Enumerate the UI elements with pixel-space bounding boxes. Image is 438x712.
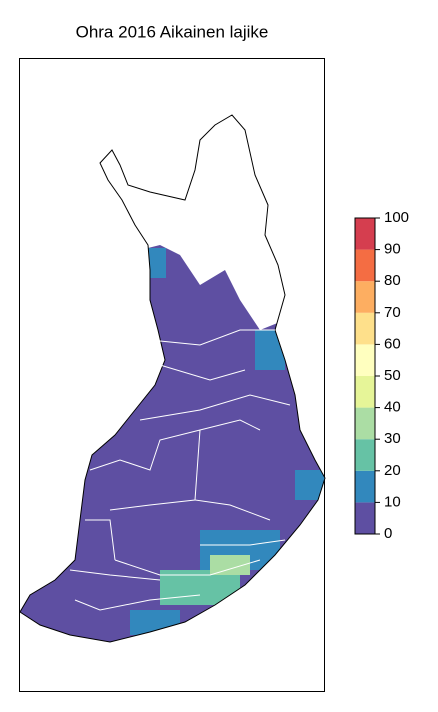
colorbar-tick-label: 0 bbox=[384, 525, 392, 542]
colorbar-segment bbox=[355, 376, 375, 408]
raster-patch bbox=[295, 470, 325, 500]
colorbar-segment bbox=[355, 470, 375, 503]
raster-patch bbox=[210, 555, 250, 575]
raster-patch bbox=[130, 610, 180, 635]
colorbar-tick-label: 30 bbox=[384, 430, 401, 447]
colorbar-segment bbox=[355, 439, 375, 471]
colorbar-segment bbox=[355, 312, 375, 345]
colorbar-tick-label: 80 bbox=[384, 272, 401, 289]
colorbar-tick-label: 10 bbox=[384, 493, 401, 510]
raster-patch bbox=[255, 330, 285, 370]
colorbar-tick-label: 90 bbox=[384, 241, 401, 258]
colorbar-tick-label: 100 bbox=[384, 209, 409, 226]
colorbar-tick-label: 60 bbox=[384, 335, 401, 352]
colorbar-segment bbox=[355, 502, 375, 534]
colorbar-tick-label: 20 bbox=[384, 462, 401, 479]
colorbar-tick-label: 50 bbox=[384, 367, 401, 384]
colorbar-segment bbox=[355, 249, 375, 282]
legend: 0 10 20 30 40 50 60 70 80 90 100 bbox=[354, 209, 409, 542]
colorbar-segment bbox=[355, 407, 375, 440]
colorbar-segment bbox=[355, 218, 375, 250]
region-borders bbox=[69, 329, 291, 611]
map-frame bbox=[19, 58, 325, 692]
colorbar-tick-label: 40 bbox=[384, 399, 401, 416]
raster-area bbox=[20, 245, 325, 642]
colorbar-segment bbox=[355, 281, 375, 313]
map-title: Ohra 2016 Aikainen lajike bbox=[76, 22, 269, 41]
colorbar-tick-label: 70 bbox=[384, 304, 401, 321]
raster-patch bbox=[146, 248, 166, 278]
colorbar-segment bbox=[355, 344, 375, 376]
